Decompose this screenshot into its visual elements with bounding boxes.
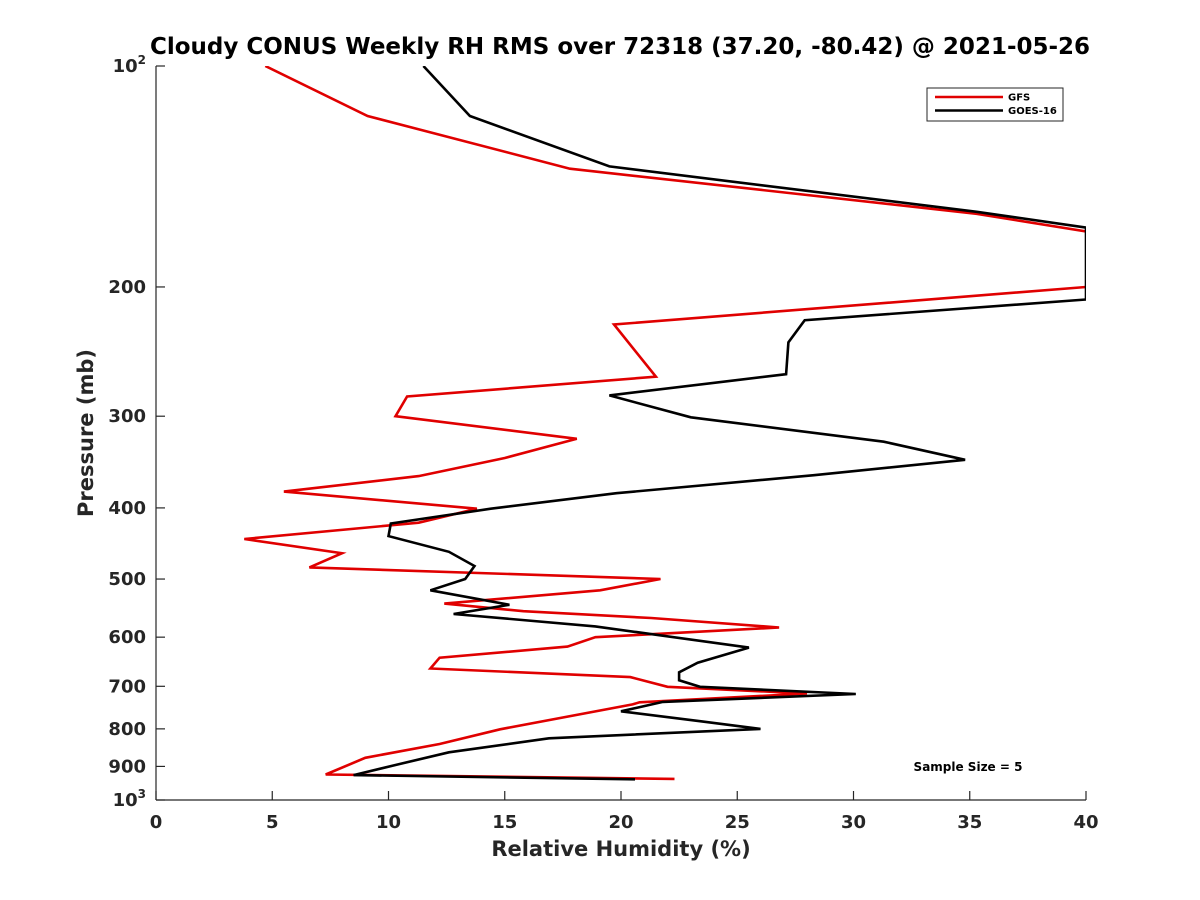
series-line-gfs xyxy=(244,66,1086,781)
x-axis-label: Relative Humidity (%) xyxy=(491,837,750,861)
x-tick-label: 10 xyxy=(376,812,401,833)
x-tick-label: 25 xyxy=(725,812,750,833)
legend-label-gfs: GFS xyxy=(1008,93,1030,104)
y-tick-label: 800 xyxy=(108,719,146,740)
x-tick-label: 0 xyxy=(150,812,163,833)
y-tick-label: 102 xyxy=(113,53,146,77)
sample-size-annotation: Sample Size = 5 xyxy=(914,760,1023,774)
y-tick-label: 400 xyxy=(108,498,146,519)
x-tick-label: 30 xyxy=(841,812,866,833)
series-layer xyxy=(244,66,1086,781)
legend: GFS GOES-16 xyxy=(926,87,1064,122)
y-tick-label: 300 xyxy=(108,406,146,427)
y-tick-label: 103 xyxy=(113,787,146,811)
y-tick-label: 900 xyxy=(108,756,146,777)
y-tick-label: 700 xyxy=(108,676,146,697)
x-tick-label: 40 xyxy=(1073,812,1098,833)
y-axis-ticks: 102 200 300 400 500 600 700 800 900 103 xyxy=(108,53,165,811)
y-axis-label: Pressure (mb) xyxy=(74,349,98,517)
chart-title: Cloudy CONUS Weekly RH RMS over 72318 (3… xyxy=(150,34,1090,60)
x-tick-label: 5 xyxy=(266,812,279,833)
y-tick-label: 600 xyxy=(108,627,146,648)
x-tick-label: 20 xyxy=(608,812,633,833)
plot-area xyxy=(156,66,1086,800)
legend-box xyxy=(926,87,1064,122)
x-tick-label: 15 xyxy=(492,812,517,833)
y-tick-label: 500 xyxy=(108,569,146,590)
x-tick-label: 35 xyxy=(957,812,982,833)
series-line-goes16 xyxy=(353,66,1086,781)
x-axis-ticks: 0 5 10 15 20 25 30 35 40 xyxy=(150,791,1099,833)
y-tick-label: 200 xyxy=(108,277,146,298)
legend-label-goes16: GOES-16 xyxy=(1008,106,1057,117)
